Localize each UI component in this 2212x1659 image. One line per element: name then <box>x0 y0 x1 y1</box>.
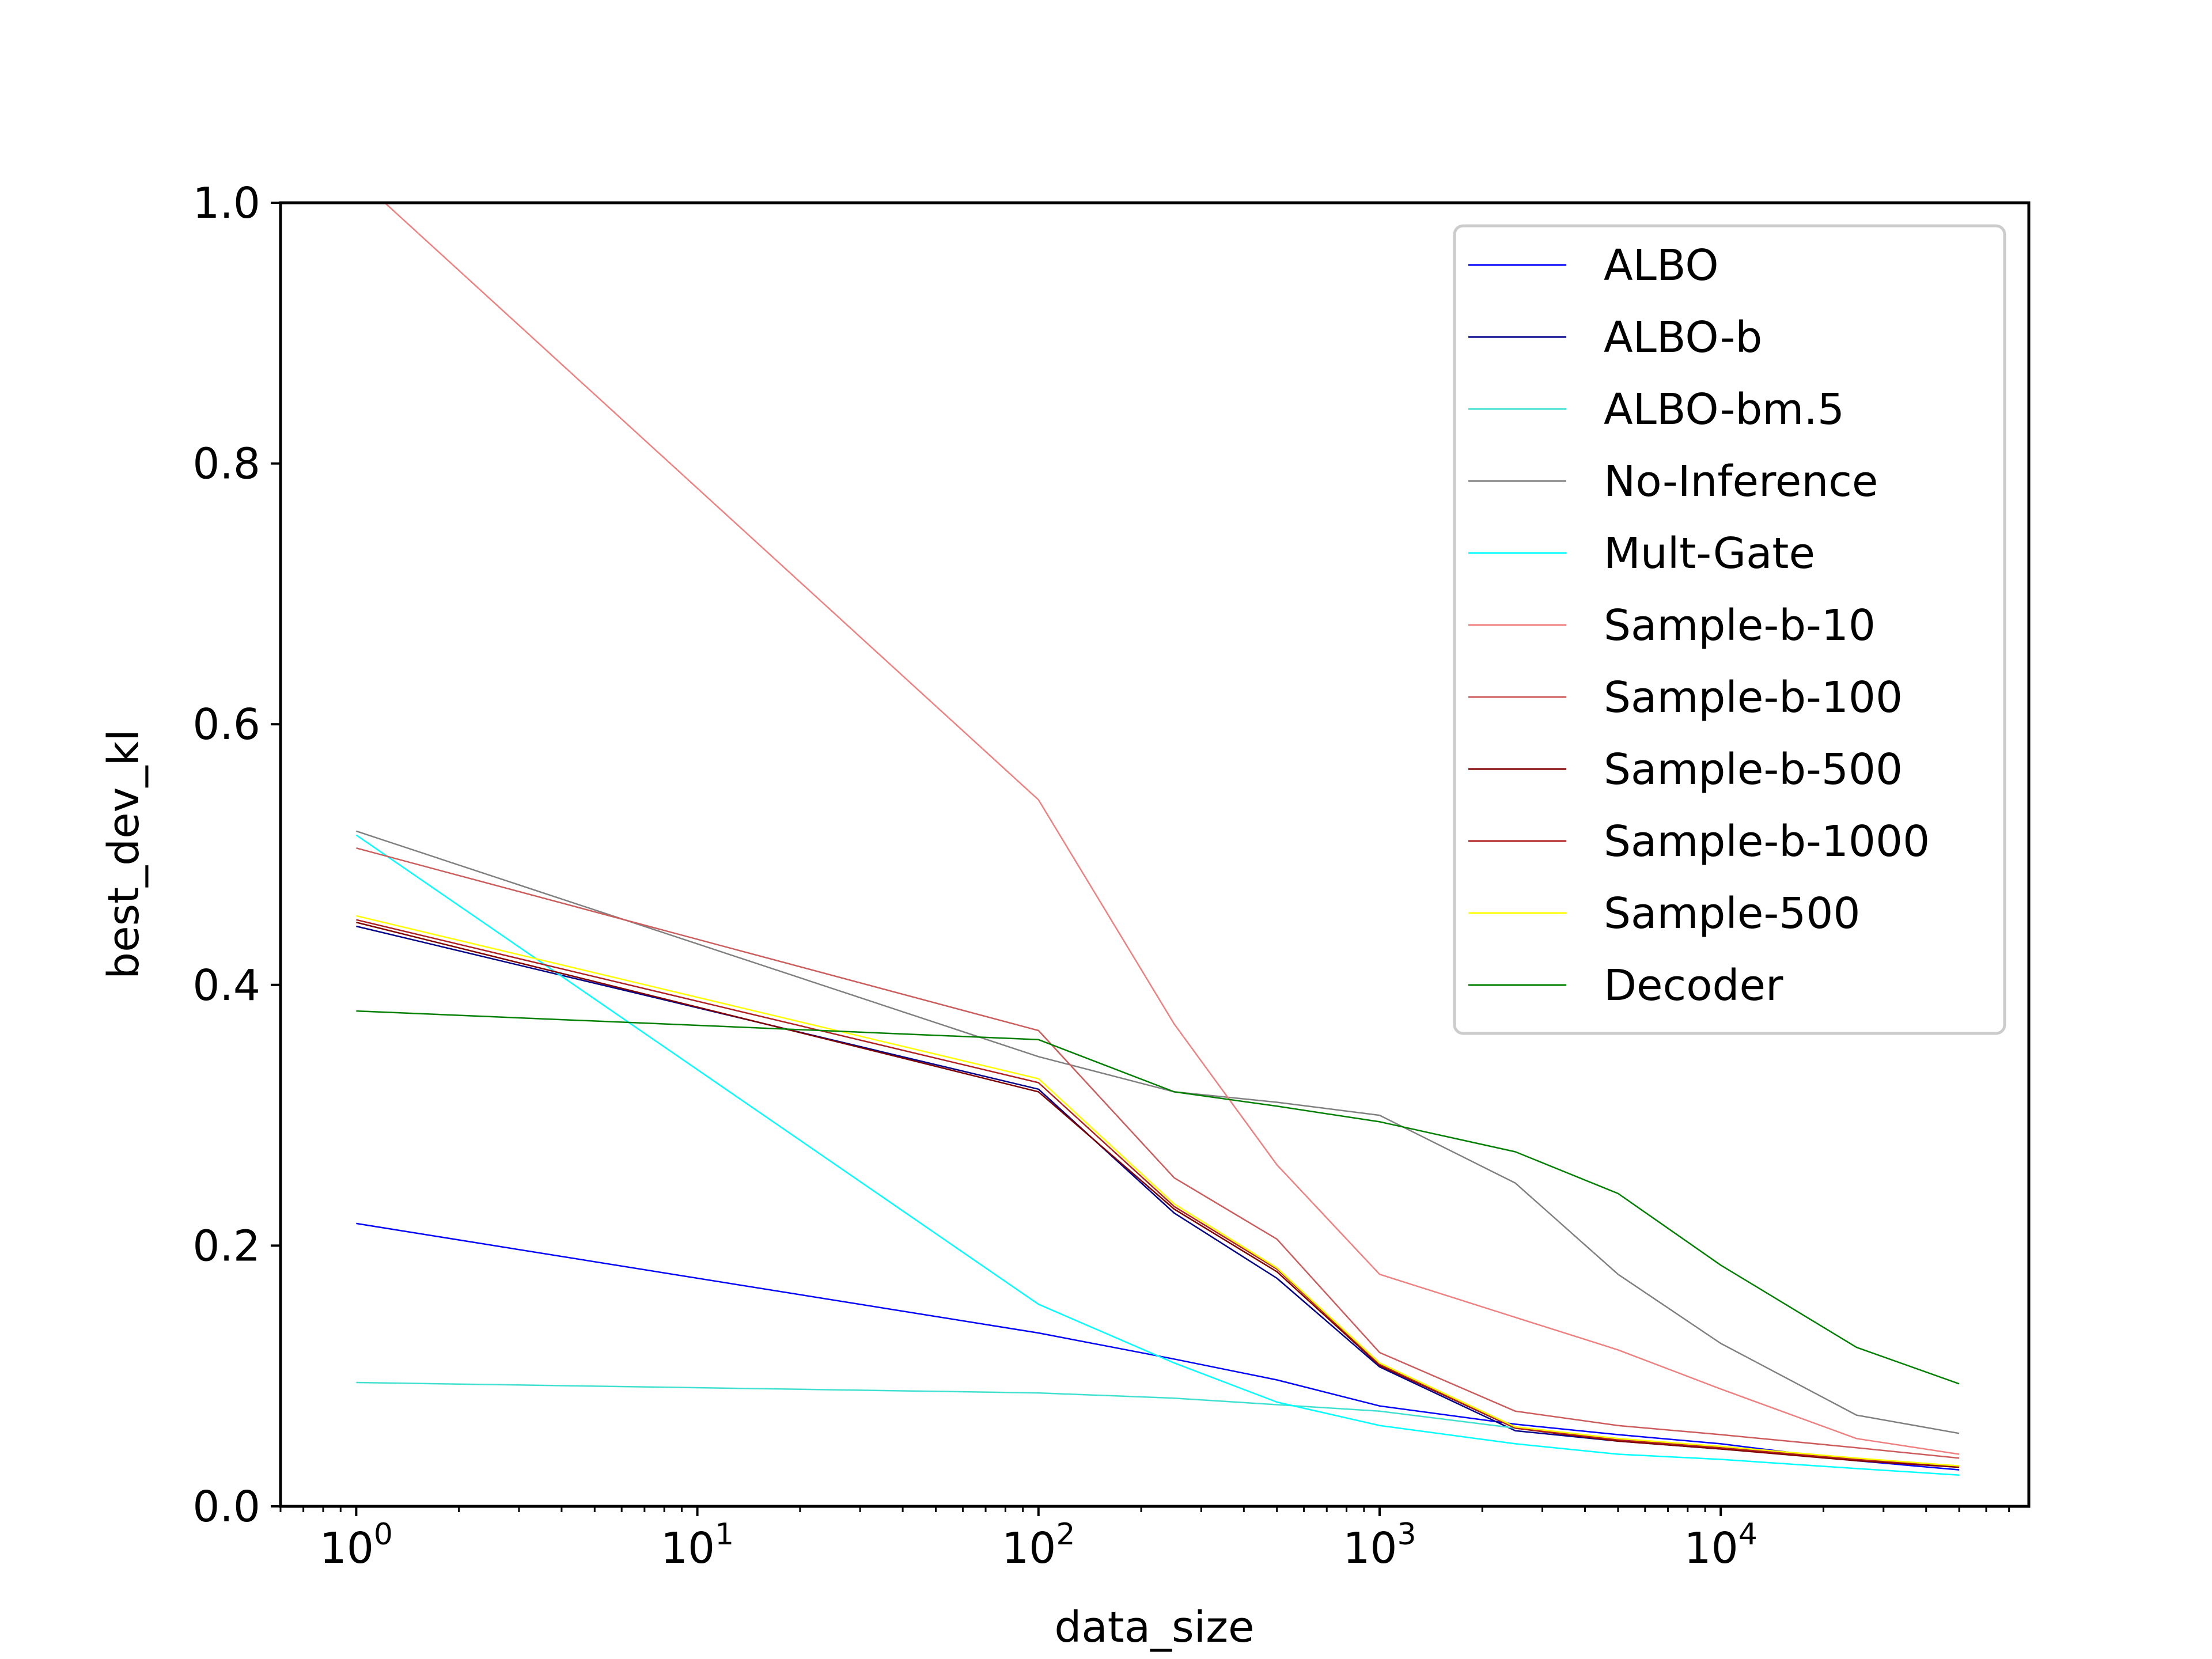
y-tick-label: 0.6 <box>192 700 260 749</box>
x-tick-label: 100 <box>320 1517 393 1573</box>
legend: ALBO ALBO-b ALBO-bm.5 No-Inference Mult-Gate… <box>1453 224 2006 1035</box>
legend-box <box>1453 224 2006 1035</box>
x-tick-label: 104 <box>1684 1517 1758 1573</box>
legend-label: ALBO-bm.5 <box>1604 385 1844 434</box>
legend-label: Sample-500 <box>1604 889 1860 938</box>
series-line-albo-bm-5 <box>356 1381 1960 1468</box>
legend-label: Sample-b-500 <box>1604 745 1903 794</box>
x-tick-label: 101 <box>661 1517 734 1573</box>
y-tick-label: 0.4 <box>192 961 260 1010</box>
legend-label: Decoder <box>1604 961 1783 1010</box>
y-tick-label: 0.2 <box>192 1221 260 1271</box>
x-axis-label: data_size <box>1054 1603 1254 1652</box>
series-line-sample-b-100 <box>356 847 1960 1459</box>
x-tick-label: 103 <box>1343 1517 1416 1573</box>
series-layer <box>355 203 1960 1476</box>
legend-label: Sample-b-100 <box>1604 673 1903 722</box>
series-line-sample-b-1000 <box>356 919 1960 1467</box>
legend-label: Sample-b-1000 <box>1604 817 1930 866</box>
tick-layer: 0.0 0.2 0.4 0.6 0.8 1.0 100 101 102 103 104 <box>192 179 2010 1573</box>
y-tick-label: 0.0 <box>192 1482 260 1532</box>
x-tick-label: 102 <box>1002 1517 1075 1573</box>
series-line-no-inference <box>356 830 1960 1434</box>
plot-area-frame <box>279 201 2031 1508</box>
series-line-mult-gate <box>355 834 1960 1476</box>
series-line-decoder <box>356 1010 1960 1385</box>
legend-label: ALBO-b <box>1604 313 1762 362</box>
legend-label: Mult-Gate <box>1604 529 1815 578</box>
series-line-sample-b-10 <box>384 203 1960 1455</box>
legend-label: Sample-b-10 <box>1604 601 1876 650</box>
legend-label: ALBO <box>1604 241 1719 290</box>
series-line-albo <box>356 1222 1960 1471</box>
series-line-sample-500 <box>356 915 1960 1467</box>
y-axis-label: best_dev_kl <box>99 729 149 979</box>
y-tick-label: 1.0 <box>192 179 260 228</box>
y-tick-label: 0.8 <box>192 440 260 489</box>
legend-items: ALBO ALBO-b ALBO-bm.5 No-Inference Mult-Gate… <box>1468 241 1930 1010</box>
legend-label: No-Inference <box>1604 457 1878 506</box>
